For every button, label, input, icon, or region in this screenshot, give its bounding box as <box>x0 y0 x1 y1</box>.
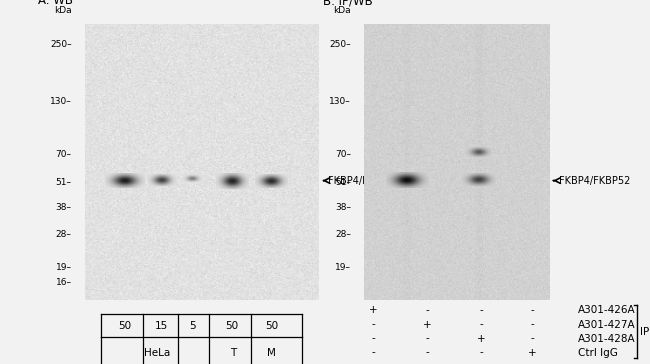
Text: A301-426A: A301-426A <box>578 305 636 316</box>
Text: -: - <box>479 305 483 316</box>
Text: -: - <box>530 333 534 344</box>
Text: 38–: 38– <box>335 203 351 212</box>
Text: 50: 50 <box>118 321 131 331</box>
Text: 38–: 38– <box>56 203 72 212</box>
Text: A. WB: A. WB <box>38 0 73 7</box>
Text: 70–: 70– <box>56 150 72 159</box>
Text: +: + <box>528 348 536 357</box>
Text: -: - <box>425 348 429 357</box>
Text: 28–: 28– <box>335 230 351 238</box>
Text: +: + <box>422 320 432 329</box>
Text: A301-427A: A301-427A <box>578 320 636 329</box>
Text: 130–: 130– <box>330 97 351 106</box>
Text: 19–: 19– <box>335 263 351 272</box>
Text: 250–: 250– <box>50 40 72 50</box>
Text: +: + <box>477 333 486 344</box>
Text: -: - <box>530 305 534 316</box>
Text: M: M <box>267 348 276 357</box>
Text: 51–: 51– <box>56 178 72 187</box>
Text: -: - <box>479 320 483 329</box>
Text: HeLa: HeLa <box>144 348 170 357</box>
Text: -: - <box>530 320 534 329</box>
Text: 15: 15 <box>155 321 168 331</box>
Text: 250–: 250– <box>330 40 351 50</box>
Text: 19–: 19– <box>56 263 72 272</box>
Text: 50: 50 <box>265 321 278 331</box>
Text: A301-428A: A301-428A <box>578 333 636 344</box>
Text: -: - <box>371 333 375 344</box>
Text: 16–: 16– <box>56 278 72 287</box>
Text: -: - <box>425 305 429 316</box>
Text: 130–: 130– <box>50 97 72 106</box>
Text: FKBP4/FKBP52: FKBP4/FKBP52 <box>328 175 399 186</box>
Text: kDa: kDa <box>333 6 351 15</box>
Text: 51–: 51– <box>335 178 351 187</box>
Text: -: - <box>371 348 375 357</box>
Text: 50: 50 <box>226 321 239 331</box>
Text: FKBP4/FKBP52: FKBP4/FKBP52 <box>558 175 630 186</box>
Text: 70–: 70– <box>335 150 351 159</box>
Text: -: - <box>479 348 483 357</box>
Text: +: + <box>369 305 377 316</box>
Text: IP: IP <box>640 327 650 336</box>
Text: Ctrl IgG: Ctrl IgG <box>578 348 618 357</box>
Text: -: - <box>425 333 429 344</box>
Text: kDa: kDa <box>54 6 72 15</box>
Text: 5: 5 <box>189 321 196 331</box>
Text: B. IP/WB: B. IP/WB <box>323 0 373 7</box>
Text: T: T <box>230 348 236 357</box>
Text: 28–: 28– <box>56 230 72 238</box>
Text: -: - <box>371 320 375 329</box>
